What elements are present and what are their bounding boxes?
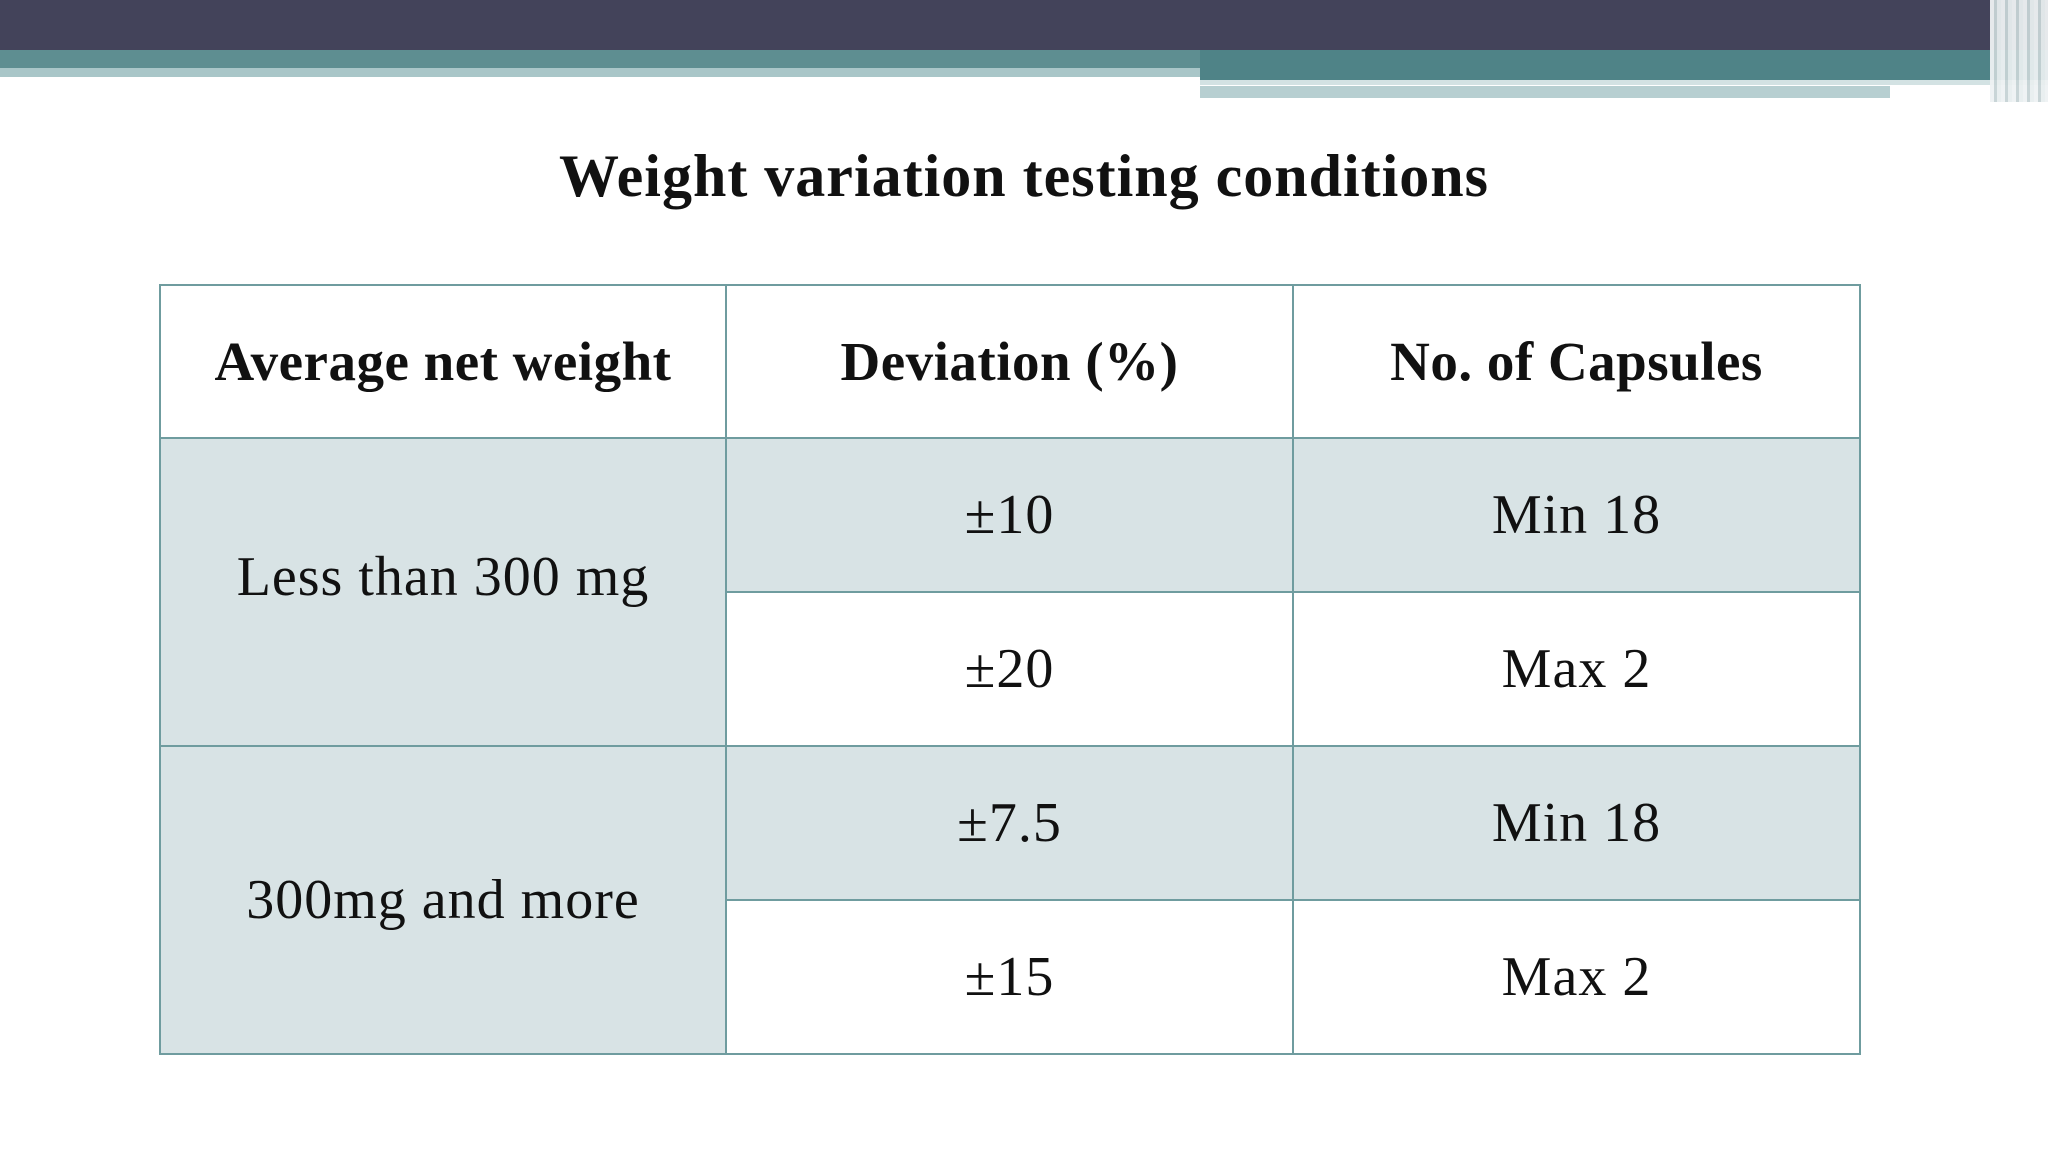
header-bar-dark (0, 0, 2048, 50)
weight-cell-less-than-300: Less than 300 mg (159, 437, 727, 747)
header-bar-light (0, 68, 1200, 77)
header-average-net-weight: Average net weight (159, 284, 727, 439)
header-deviation: Deviation (%) (725, 284, 1294, 439)
weight-label: Less than 300 mg (236, 546, 650, 608)
deviation-cell: ±20 (725, 591, 1294, 747)
header-no-of-capsules: No. of Capsules (1292, 284, 1861, 439)
table-row: ±20 Max 2 (160, 591, 1861, 747)
capsules-cell: Min 18 (1292, 745, 1861, 901)
table-row: Less than 300 mg ±10 Min 18 (159, 437, 1861, 747)
table-header-row: Average net weight Deviation (%) No. of … (159, 284, 1861, 439)
capsules-cell: Max 2 (1292, 899, 1861, 1055)
capsules-cell: Min 18 (1292, 437, 1861, 593)
table-row: 300mg and more ±7.5 Min 18 (159, 745, 1861, 1055)
corner-stripes (1990, 0, 2048, 102)
deviation-cell: ±15 (725, 899, 1294, 1055)
capsules-cell: Max 2 (1292, 591, 1861, 747)
weight-cell-300-and-more: 300mg and more (159, 745, 727, 1055)
slide-title: Weight variation testing conditions (558, 143, 1490, 209)
header-bar-light-right (1200, 86, 1890, 98)
deviation-cell: ±7.5 (725, 745, 1294, 901)
header-bar-accent (0, 50, 1200, 73)
deviation-cell: ±10 (725, 437, 1294, 593)
header-bar-light-right-upper (1200, 80, 2048, 85)
table-row: ±15 Max 2 (160, 899, 1861, 1055)
header-bar-accent-right (1200, 50, 2048, 83)
weight-variation-table: Average net weight Deviation (%) No. of … (159, 284, 1861, 1055)
